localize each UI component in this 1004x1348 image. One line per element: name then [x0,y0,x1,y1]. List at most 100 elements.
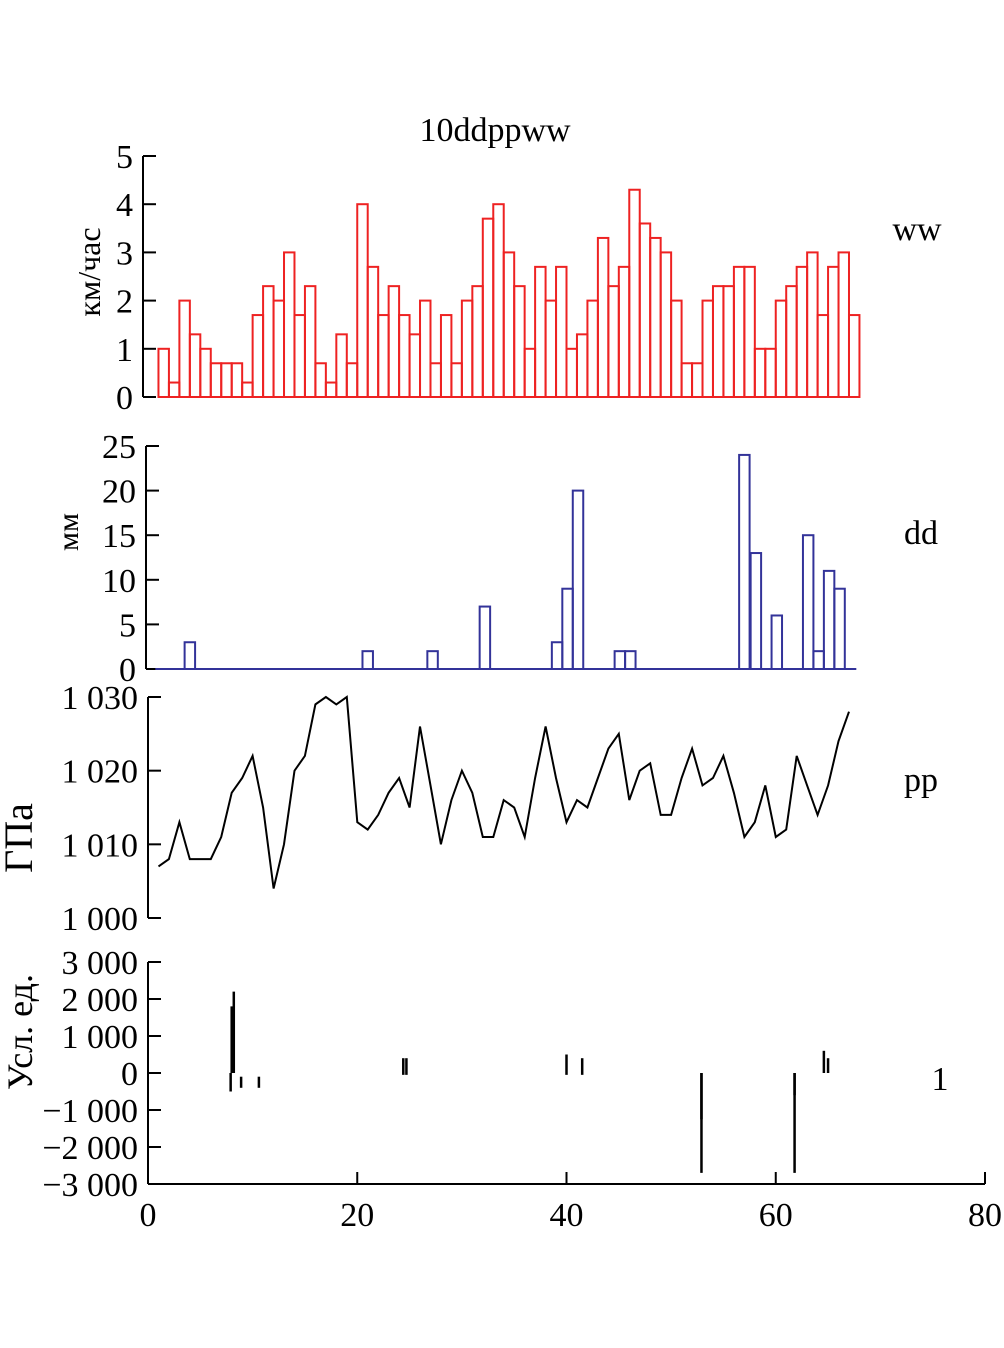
bar [426,650,439,670]
bar [220,362,233,399]
bar [460,299,474,399]
y-tick-label: 1 030 [62,680,139,717]
y-tick-label: 15 [102,518,136,555]
bar [544,299,558,399]
bar [749,552,763,670]
bar [157,347,170,398]
bar [262,285,275,399]
bar [183,641,197,670]
bar [596,236,610,398]
bar [439,314,453,398]
bar [345,362,359,399]
bar [795,265,809,398]
bar [335,333,348,398]
y-tick-label: −2 000 [42,1130,138,1167]
bar [366,265,380,398]
y-tick-label: 3 000 [62,945,139,982]
bar [523,347,537,398]
series-label: dd [904,515,938,552]
bar [324,381,338,399]
bar [806,251,819,398]
bar [774,299,788,399]
bar [753,347,767,398]
y-axis-label: мм [52,513,85,551]
y-tick-label: −3 000 [42,1167,138,1204]
bar [377,314,390,398]
bar [303,285,317,399]
bar [561,587,574,670]
bar [398,314,411,398]
y-axis-label: ГПа [0,803,41,873]
y-tick-label: 1 [116,332,133,369]
bar [607,285,620,399]
bar [575,333,589,398]
bar [812,650,825,670]
bar [701,299,714,399]
x-tick-label: 0 [140,1197,157,1234]
bar [680,362,694,399]
y-tick-label: 4 [116,187,133,224]
bar [571,489,585,670]
bar [785,285,798,399]
bar [565,347,578,398]
bar [659,251,673,398]
x-tick-label: 40 [550,1197,584,1234]
bar [513,285,526,399]
bar [649,236,662,398]
bar [408,333,422,398]
series-label: ww [892,211,942,248]
y-tick-label: 2 000 [62,982,139,1019]
bar [534,265,547,398]
bar [822,569,836,671]
y-tick-label: 1 000 [62,1019,139,1056]
bar [502,251,516,398]
y-tick-label: −1 000 [42,1093,138,1130]
bar [628,188,641,398]
y-tick-label: 1 000 [62,901,139,938]
x-tick-label: 20 [340,1197,374,1234]
bar [711,285,725,399]
series-label: pp [904,762,938,799]
bar [613,650,627,670]
bar [478,605,492,670]
bar [837,251,850,398]
bar [251,314,265,398]
bar [691,362,704,399]
y-tick-label: 0 [119,652,136,689]
bar [624,650,637,670]
bar [743,265,756,398]
y-tick-label: 0 [121,1056,138,1093]
bar [230,362,244,399]
bar [586,299,599,399]
chart-title: 10ddppww [419,112,571,149]
x-tick-label: 80 [968,1197,1002,1234]
y-tick-label: 25 [102,429,136,466]
bar [450,362,463,399]
y-tick-label: 1 010 [62,827,139,864]
y-tick-label: 10 [102,563,136,600]
bar [293,314,306,398]
y-tick-label: 20 [102,474,136,511]
bar [481,217,495,398]
bar [722,285,735,399]
bar [827,265,840,398]
y-tick-label: 2 [116,284,133,321]
y-axis-label: км/час [71,227,107,316]
bar [816,314,830,398]
bar [471,285,484,399]
bar [188,333,202,398]
bar [429,362,442,399]
bar [314,362,327,399]
bar [419,299,432,399]
bar [167,381,181,399]
bar [801,534,815,671]
x-tick-label: 60 [759,1197,793,1234]
bar [770,614,784,670]
bar [732,265,746,398]
series-label: 1 [932,1061,949,1098]
y-axis-label: Усл. ед. [0,974,40,1090]
bar [638,222,652,398]
y-tick-label: 5 [116,139,133,176]
